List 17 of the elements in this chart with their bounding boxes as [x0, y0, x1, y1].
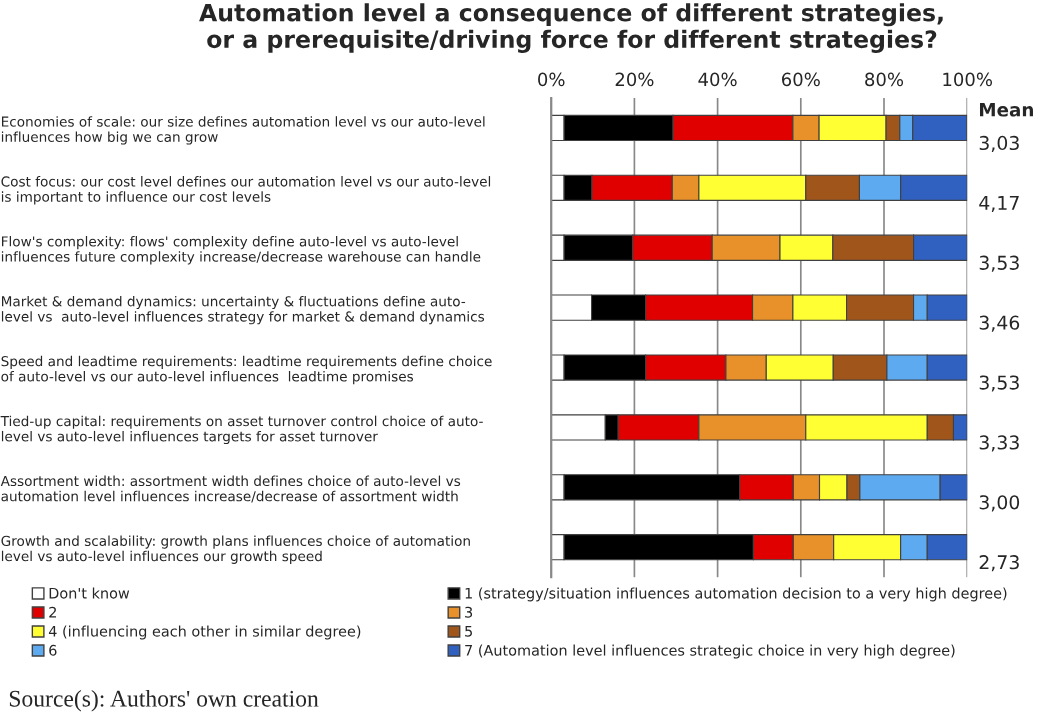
- x-tick-label: 0%: [538, 72, 565, 87]
- text: Mean: [980, 102, 1033, 117]
- text: 3,03: [979, 135, 1019, 153]
- text: 4,17: [979, 195, 1019, 212]
- x-tick-label: 100%: [943, 72, 993, 87]
- text: 3,53: [979, 375, 1019, 392]
- x-tick-label: 20%: [615, 72, 654, 87]
- source-note: Source(s): Authors' own creation: [9, 690, 319, 712]
- text: 3,00: [979, 495, 1020, 512]
- x-tick-label: 80%: [865, 72, 904, 87]
- text: 3,46: [979, 315, 1020, 332]
- text: 3,53: [979, 255, 1019, 272]
- x-tick-label: 60%: [782, 72, 820, 87]
- text: 2,73: [979, 555, 1019, 572]
- text: 3,33: [979, 435, 1019, 452]
- x-tick-label: 40%: [698, 72, 737, 87]
- chart-title: Automation level a consequence of different strategies, or a prerequisite/driving force for different strategies?: [199, 3, 943, 53]
